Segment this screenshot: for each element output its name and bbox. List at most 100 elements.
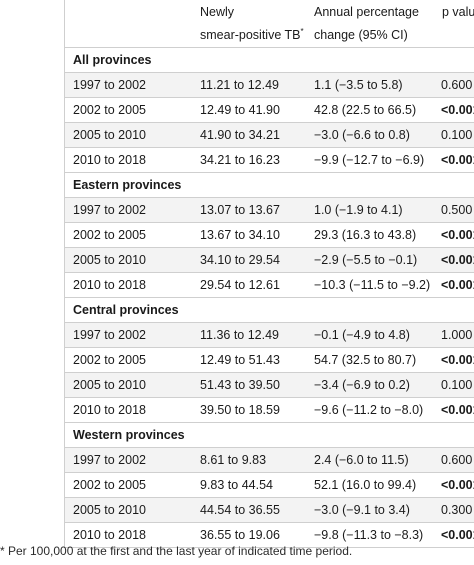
rate-cell: 39.50 to 18.59: [192, 397, 306, 423]
rate-cell: 41.90 to 34.21: [192, 122, 306, 148]
results-table-container: Newly smear-positive TB* Annual percentag…: [64, 0, 474, 548]
table-row: 2010 to 2018 29.54 to 12.61 −10.3 (−11.5 t…: [65, 272, 474, 298]
table-row: 1997 to 2002 8.61 to 9.83 2.4 (−6.0 to 11.…: [65, 447, 474, 473]
p-value-cell: <0.001: [434, 272, 474, 298]
group-name: Central provinces: [65, 297, 474, 323]
table-row: 1997 to 2002 11.36 to 12.49 −0.1 (−4.9 to …: [65, 322, 474, 348]
change-cell: −9.8 (−11.3 to −8.3): [314, 528, 424, 542]
header-rate-line2: smear-positive TB: [200, 28, 301, 42]
group-name: Eastern provinces: [65, 172, 474, 198]
rate-cell: 36.55 to 19.06: [200, 528, 280, 542]
table-footnote: * Per 100,000 at the first and the last …: [0, 544, 353, 558]
header-change-line1: Annual percentage: [314, 5, 419, 19]
header-p-value: p value: [434, 0, 474, 48]
change-cell: −2.9 (−5.5 to −0.1): [306, 247, 434, 273]
table-row: 2005 to 2010 51.43 to 39.50 −3.4 (−6.9 to …: [65, 372, 474, 398]
table-row: 2010 to 2018 39.50 to 18.59 −9.6 (−11.2 to…: [65, 397, 474, 423]
table-row: 1997 to 2002 13.07 to 13.67 1.0 (−1.9 to 4…: [65, 197, 474, 223]
rate-cell: 12.49 to 51.43: [192, 347, 306, 373]
group-header-row: Central provinces: [65, 297, 474, 323]
p-value-cell: <0.001: [434, 222, 474, 248]
group-name: All provinces: [65, 47, 474, 73]
rate-cell: 11.36 to 12.49: [192, 322, 306, 348]
table-row: 2002 to 2005 12.49 to 51.43 54.7 (32.5 to …: [65, 347, 474, 373]
rate-cell: 34.21 to 16.23: [192, 147, 306, 173]
rate-cell: 12.49 to 41.90: [192, 97, 306, 123]
period-cell: 1997 to 2002: [65, 72, 192, 98]
p-value-cell: 0.500: [434, 197, 474, 223]
p-value-cell: <0.001: [434, 147, 474, 173]
table-row: 2010 to 2018 36.55 to 19.06 −9.8 (−11.3 to…: [65, 523, 474, 548]
table-row: 2010 to 2018 34.21 to 16.23 −9.9 (−12.7 to…: [65, 147, 474, 173]
p-value-cell: 0.100: [434, 122, 474, 148]
period-cell: 2010 to 2018: [65, 397, 192, 423]
rate-cell: 29.54 to 12.61: [192, 272, 306, 298]
header-rate-line1: Newly: [200, 5, 235, 19]
header-rate: Newly smear-positive TB*: [192, 0, 306, 48]
p-value-cell: <0.001: [434, 397, 474, 423]
header-change-line2: change (95% CI): [314, 28, 408, 42]
table-row: 2002 to 2005 13.67 to 34.10 29.3 (16.3 to …: [65, 222, 474, 248]
period-cell: 1997 to 2002: [65, 197, 192, 223]
rate-cell: 51.43 to 39.50: [192, 372, 306, 398]
results-table: Newly smear-positive TB* Annual percentag…: [65, 0, 474, 547]
p-value-cell: <0.001: [434, 247, 474, 273]
p-value-cell: 0.600: [434, 72, 474, 98]
period-cell: 2002 to 2005: [65, 97, 192, 123]
change-cell: −3.0 (−9.1 to 3.4): [306, 497, 434, 523]
change-cell: 2.4 (−6.0 to 11.5): [306, 447, 434, 473]
change-cell: −9.9 (−12.7 to −6.9): [306, 147, 434, 173]
rate-cell: 11.21 to 12.49: [192, 72, 306, 98]
table-header-row: Newly smear-positive TB* Annual percentag…: [65, 0, 474, 48]
table-row: 1997 to 2002 11.21 to 12.49 1.1 (−3.5 to 5…: [65, 72, 474, 98]
period-cell: 2005 to 2010: [65, 247, 192, 273]
change-cell: −3.4 (−6.9 to 0.2): [306, 372, 434, 398]
period-cell: 2005 to 2010: [65, 122, 192, 148]
p-value-cell: <0.001: [434, 347, 474, 373]
period-cell: 2002 to 2005: [65, 347, 192, 373]
p-value-cell: 1.000: [434, 322, 474, 348]
p-value-cell: 0.100: [434, 372, 474, 398]
rate-cell: 8.61 to 9.83: [192, 447, 306, 473]
table-row: 2005 to 2010 44.54 to 36.55 −3.0 (−9.1 to …: [65, 497, 474, 523]
rate-cell: 13.07 to 13.67: [192, 197, 306, 223]
period-cell: 2005 to 2010: [65, 372, 192, 398]
p-value-cell: <0.001: [441, 528, 474, 542]
table-row: 2005 to 2010 34.10 to 29.54 −2.9 (−5.5 to …: [65, 247, 474, 273]
group-name: Western provinces: [65, 422, 474, 448]
header-period: [65, 0, 192, 48]
change-cell: −9.6 (−11.2 to −8.0): [306, 397, 434, 423]
period-cell: 2002 to 2005: [65, 222, 192, 248]
table-row: 2002 to 2005 12.49 to 41.90 42.8 (22.5 to …: [65, 97, 474, 123]
change-cell: 54.7 (32.5 to 80.7): [306, 347, 434, 373]
period-cell: 1997 to 2002: [65, 322, 192, 348]
change-cell: −10.3 (−11.5 to −9.2): [306, 272, 434, 298]
change-cell: 29.3 (16.3 to 43.8): [306, 222, 434, 248]
change-cell: 1.1 (−3.5 to 5.8): [306, 72, 434, 98]
group-header-row: All provinces: [65, 47, 474, 73]
period-cell: 2002 to 2005: [65, 472, 192, 498]
p-value-cell: 0.600: [434, 447, 474, 473]
table-row: 2002 to 2005 9.83 to 44.54 52.1 (16.0 to 9…: [65, 472, 474, 498]
table-body: All provinces 1997 to 2002 11.21 to 12.49 1…: [65, 47, 474, 548]
rate-cell: 34.10 to 29.54: [192, 247, 306, 273]
period-cell: 1997 to 2002: [65, 447, 192, 473]
period-cell: 2005 to 2010: [65, 497, 192, 523]
p-value-cell: 0.300: [434, 497, 474, 523]
header-rate-footnote-mark: *: [300, 26, 304, 36]
period-cell: 2010 to 2018: [65, 147, 192, 173]
table-row: 2005 to 2010 41.90 to 34.21 −3.0 (−6.6 to …: [65, 122, 474, 148]
rate-cell: 13.67 to 34.10: [192, 222, 306, 248]
change-cell: −0.1 (−4.9 to 4.8): [306, 322, 434, 348]
header-change: Annual percentage change (95% CI): [306, 0, 434, 48]
change-cell: 52.1 (16.0 to 99.4): [306, 472, 434, 498]
change-cell: 42.8 (22.5 to 66.5): [306, 97, 434, 123]
rate-cell: 9.83 to 44.54: [192, 472, 306, 498]
group-header-row: Western provinces: [65, 422, 474, 448]
period-cell: 2010 to 2018: [73, 528, 146, 542]
group-header-row: Eastern provinces: [65, 172, 474, 198]
change-cell: −3.0 (−6.6 to 0.8): [306, 122, 434, 148]
change-cell: 1.0 (−1.9 to 4.1): [306, 197, 434, 223]
p-value-cell: <0.001: [434, 472, 474, 498]
period-cell: 2010 to 2018: [65, 272, 192, 298]
